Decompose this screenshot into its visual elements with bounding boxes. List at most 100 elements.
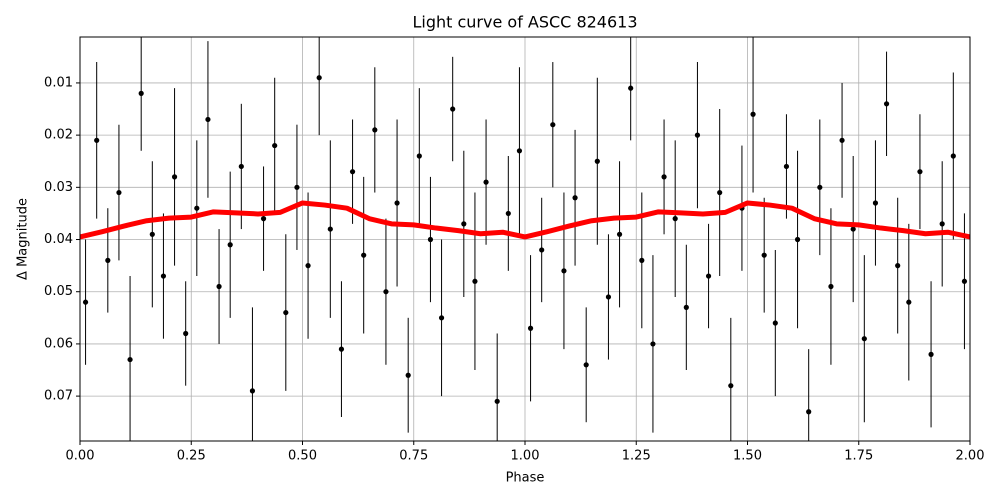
- data-point: [950, 153, 956, 159]
- data-point: [895, 263, 901, 269]
- y-axis-label: Δ Magnitude: [16, 198, 31, 280]
- data-point: [928, 351, 934, 357]
- data-point: [794, 236, 801, 243]
- data-point: [761, 252, 767, 258]
- y-tick-label: 0.01: [44, 75, 73, 90]
- data-point: [82, 299, 89, 305]
- x-tick-label: 2.00: [956, 449, 985, 464]
- data-point: [394, 200, 400, 206]
- data-point: [183, 330, 189, 337]
- data-point: [872, 200, 879, 206]
- data-point: [349, 169, 356, 175]
- data-point: [494, 398, 500, 404]
- data-point: [817, 184, 823, 190]
- data-point: [572, 195, 578, 201]
- data-point: [94, 137, 100, 143]
- binned-curve: [80, 200, 970, 240]
- data-point: [205, 116, 211, 123]
- plot-area: [80, 37, 970, 441]
- data-point: [539, 247, 545, 253]
- data-point: [839, 137, 845, 143]
- data-point: [438, 315, 445, 321]
- data-point: [450, 106, 456, 112]
- data-point: [661, 174, 667, 180]
- x-tick-label: 0.25: [177, 449, 206, 464]
- data-point: [105, 257, 111, 264]
- data-point: [227, 242, 233, 248]
- data-point: [194, 205, 200, 211]
- data-point: [505, 210, 511, 217]
- data-point: [917, 169, 923, 175]
- x-tick-label: 1.00: [511, 449, 540, 464]
- data-point: [628, 85, 634, 91]
- data-point: [171, 174, 178, 180]
- data-point: [639, 257, 645, 264]
- data-point: [861, 336, 867, 342]
- data-point: [605, 294, 612, 300]
- data-point: [906, 299, 912, 305]
- data-point: [672, 216, 678, 222]
- data-point: [372, 127, 378, 133]
- data-point: [683, 304, 689, 310]
- data-point: [405, 372, 411, 378]
- data-point: [461, 221, 467, 227]
- x-axis-label: Phase: [506, 471, 545, 486]
- data-point: [305, 263, 311, 269]
- data-point: [583, 362, 589, 368]
- data-point: [127, 356, 133, 363]
- data-point: [717, 189, 723, 196]
- data-point: [316, 75, 322, 81]
- data-point: [483, 179, 489, 185]
- y-tick-label: 0.06: [44, 336, 73, 351]
- data-point: [939, 221, 945, 227]
- x-tick-label: 1.25: [622, 449, 651, 464]
- data-point: [806, 409, 812, 415]
- data-point: [283, 309, 289, 316]
- data-point: [705, 273, 712, 279]
- data-point: [294, 184, 300, 190]
- data-point: [361, 252, 367, 258]
- data-point: [561, 268, 567, 274]
- data-point: [772, 320, 778, 326]
- y-tick-label: 0.07: [44, 389, 73, 404]
- grid: [80, 37, 970, 441]
- data-point: [728, 383, 734, 389]
- data-point: [249, 388, 256, 394]
- data-point: [650, 341, 656, 347]
- x-tick-label: 0.75: [399, 449, 428, 464]
- data-point: [616, 231, 623, 237]
- x-tick-label: 1.75: [844, 449, 873, 464]
- data-point: [160, 273, 167, 279]
- data-point: [260, 216, 267, 222]
- data-point: [149, 231, 155, 237]
- x-tick-label: 0.00: [66, 449, 95, 464]
- data-point: [327, 226, 333, 232]
- data-point: [472, 278, 478, 284]
- data-point: [427, 236, 434, 243]
- data-point: [883, 101, 890, 107]
- data-point: [516, 148, 523, 154]
- chart-title: Light curve of ASCC 824613: [412, 13, 637, 32]
- data-point: [216, 283, 222, 290]
- y-tick-label: 0.02: [44, 128, 73, 143]
- data-point: [383, 289, 389, 295]
- data-point: [750, 111, 756, 117]
- y-tick-label: 0.05: [44, 284, 73, 299]
- data-point: [116, 189, 122, 196]
- data-point: [527, 325, 534, 331]
- data-point: [138, 90, 144, 96]
- data-point: [961, 278, 968, 284]
- data-point: [783, 163, 790, 170]
- y-tick-label: 0.04: [44, 232, 73, 247]
- data-point: [238, 163, 244, 170]
- data-point: [850, 226, 856, 232]
- x-tick-label: 1.50: [733, 449, 762, 464]
- data-point: [828, 283, 834, 290]
- y-tick-label: 0.03: [44, 180, 73, 195]
- data-point: [594, 158, 600, 164]
- data-point: [416, 153, 422, 159]
- data-point: [550, 122, 556, 128]
